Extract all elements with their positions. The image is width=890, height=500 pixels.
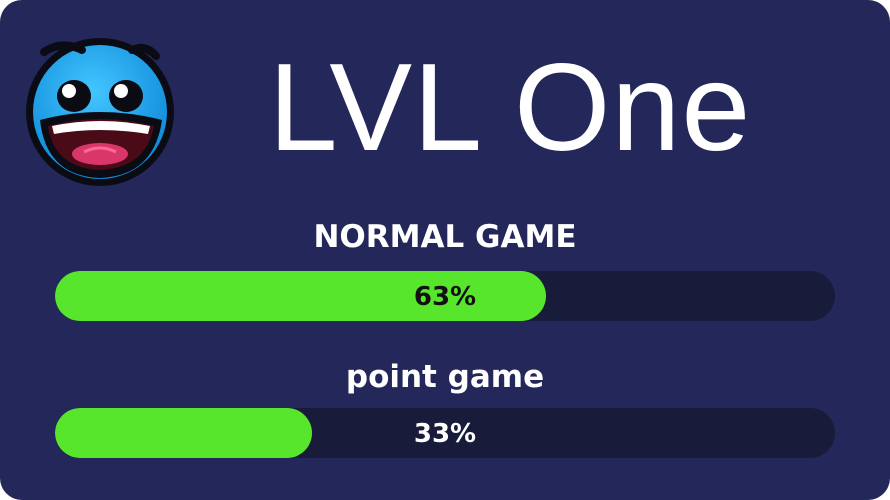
- smiling-face-icon: [26, 38, 174, 186]
- point-game-percent: 33%: [413, 419, 477, 449]
- normal-game-progress-fill: [55, 271, 547, 321]
- level-title: LVL One: [268, 39, 752, 177]
- normal-game-progress-bar: 63%: [55, 271, 835, 321]
- point-game-progress-fill: [55, 408, 313, 458]
- normal-game-label: NORMAL GAME: [313, 219, 577, 255]
- point-game-label: point game: [345, 359, 545, 395]
- point-game-progress-bar: 33%: [55, 408, 835, 458]
- normal-game-percent: 63%: [413, 282, 477, 312]
